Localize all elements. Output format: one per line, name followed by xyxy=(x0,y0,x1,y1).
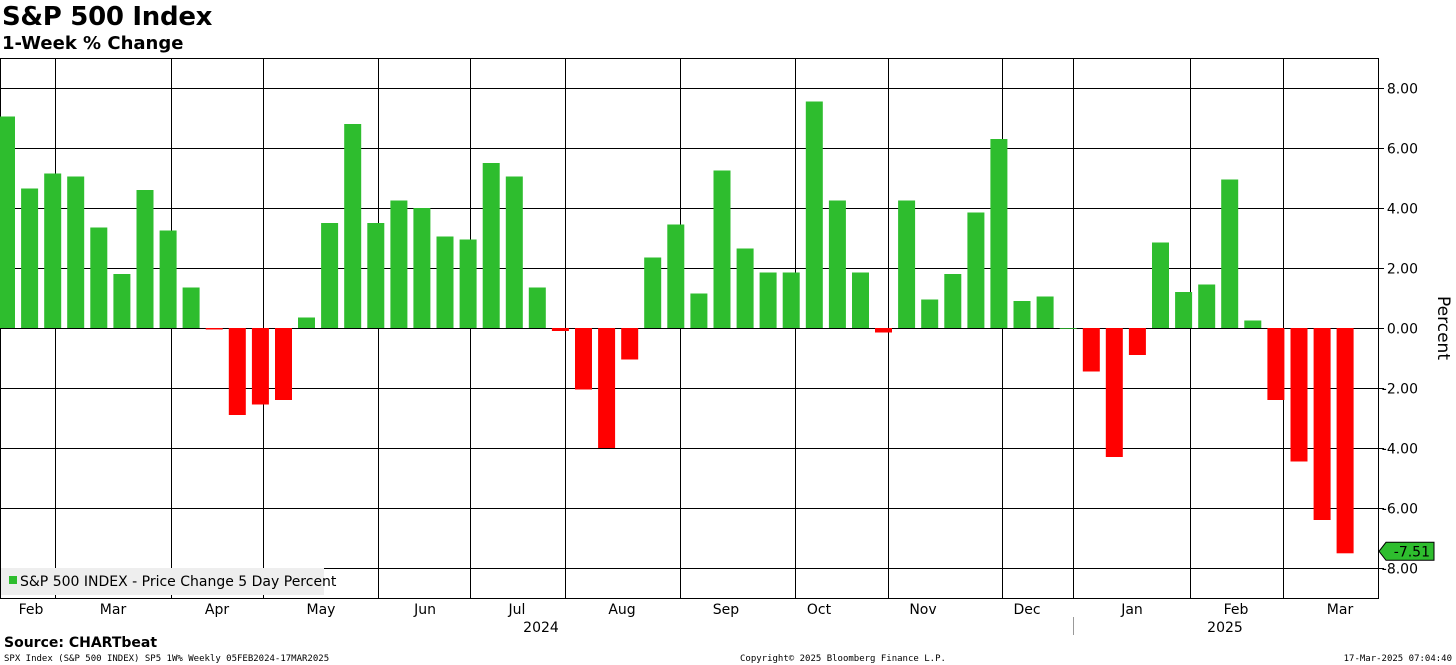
bar xyxy=(1152,242,1169,328)
bar xyxy=(1036,296,1054,328)
footer-copyright: Copyright© 2025 Bloomberg Finance L.P. xyxy=(740,654,946,664)
y-tick-label: -6.00 xyxy=(1382,502,1418,518)
bar xyxy=(1105,328,1123,457)
bar xyxy=(67,176,85,328)
bar xyxy=(1082,328,1100,372)
chart-title: S&P 500 Index xyxy=(2,2,213,32)
bar xyxy=(1128,328,1146,355)
bar xyxy=(136,190,154,328)
last-value-label: -7.51 xyxy=(1394,544,1430,560)
bar xyxy=(736,248,754,328)
bar xyxy=(921,299,939,328)
x-tick-label: Feb xyxy=(19,602,44,618)
bar xyxy=(944,274,962,328)
bar xyxy=(321,223,339,328)
bar xyxy=(575,328,592,390)
bar xyxy=(528,287,546,328)
bar xyxy=(298,317,315,328)
chart-subtitle: 1-Week % Change xyxy=(2,33,184,54)
bar xyxy=(1198,284,1216,328)
bar xyxy=(413,208,431,328)
bar xyxy=(344,124,362,328)
bar xyxy=(1221,179,1239,328)
bar xyxy=(0,116,15,328)
bar xyxy=(782,272,800,328)
bar xyxy=(367,223,385,328)
year-label: 2025 xyxy=(1207,620,1243,636)
bar xyxy=(1175,292,1193,328)
bar xyxy=(551,328,569,331)
bar xyxy=(713,170,731,328)
y-tick-label: 0.00 xyxy=(1387,322,1418,338)
bar xyxy=(482,163,500,328)
last-value-tag xyxy=(1378,541,1435,561)
year-label: 2024 xyxy=(523,620,559,636)
bar xyxy=(505,176,523,328)
bar xyxy=(667,224,685,328)
bar xyxy=(275,328,292,400)
bar xyxy=(967,212,985,328)
legend-swatch xyxy=(9,576,17,584)
y-tick-label: 6.00 xyxy=(1387,142,1418,158)
y-tick-label: -4.00 xyxy=(1382,442,1418,458)
bar xyxy=(1244,320,1262,328)
bar xyxy=(621,328,639,360)
x-tick-label: Nov xyxy=(909,602,936,618)
bar xyxy=(805,101,823,328)
x-tick-label: Apr xyxy=(205,602,229,618)
x-tick-label: Oct xyxy=(807,602,832,618)
bar xyxy=(182,287,200,328)
bar xyxy=(390,200,408,328)
x-tick-label: Sep xyxy=(713,602,740,618)
bar xyxy=(113,274,131,328)
legend-box xyxy=(1,568,324,595)
bar xyxy=(459,239,477,328)
legend-label: S&P 500 INDEX - Price Change 5 Day Perce… xyxy=(20,574,337,590)
bar xyxy=(228,328,246,415)
bar xyxy=(251,328,269,405)
bar xyxy=(598,328,616,448)
bar xyxy=(852,272,869,328)
bar xyxy=(990,139,1008,328)
bar xyxy=(1059,328,1077,329)
bar xyxy=(1313,328,1331,520)
bar xyxy=(1290,328,1308,462)
bar xyxy=(90,227,108,328)
source-note: Source: CHARTbeat xyxy=(4,635,158,651)
footer-series-info: SPX Index (S&P 500 INDEX) SP5 1W% Weekly… xyxy=(4,654,330,664)
x-tick-label: May xyxy=(307,602,336,618)
x-tick-label: Aug xyxy=(608,602,635,618)
x-tick-label: Dec xyxy=(1013,602,1040,618)
y-tick-label: 8.00 xyxy=(1387,82,1418,98)
bar xyxy=(205,328,223,330)
bar xyxy=(828,200,846,328)
x-tick-label: Mar xyxy=(1327,602,1354,618)
y-tick-label: -8.00 xyxy=(1382,562,1418,578)
bar xyxy=(1267,328,1285,400)
x-tick-label: Mar xyxy=(100,602,127,618)
y-tick-label: 2.00 xyxy=(1387,262,1418,278)
bar xyxy=(436,236,454,328)
x-tick-label: Jun xyxy=(413,602,436,618)
footer-timestamp: 17-Mar-2025 07:04:40 xyxy=(1343,654,1452,664)
bar xyxy=(644,257,662,328)
bar xyxy=(1013,301,1031,328)
bar xyxy=(159,230,177,328)
bar xyxy=(898,200,916,328)
bar xyxy=(759,272,777,328)
x-tick-label: Jul xyxy=(508,602,526,618)
y-axis-label: Percent xyxy=(1433,296,1453,360)
bar xyxy=(44,173,62,328)
bar xyxy=(690,293,708,328)
x-tick-label: Feb xyxy=(1224,602,1249,618)
y-tick-label: -2.00 xyxy=(1382,382,1418,398)
bar xyxy=(875,328,892,333)
bar xyxy=(21,188,39,328)
x-tick-label: Jan xyxy=(1120,602,1143,618)
bar xyxy=(1336,328,1354,554)
y-tick-label: 4.00 xyxy=(1387,202,1418,218)
